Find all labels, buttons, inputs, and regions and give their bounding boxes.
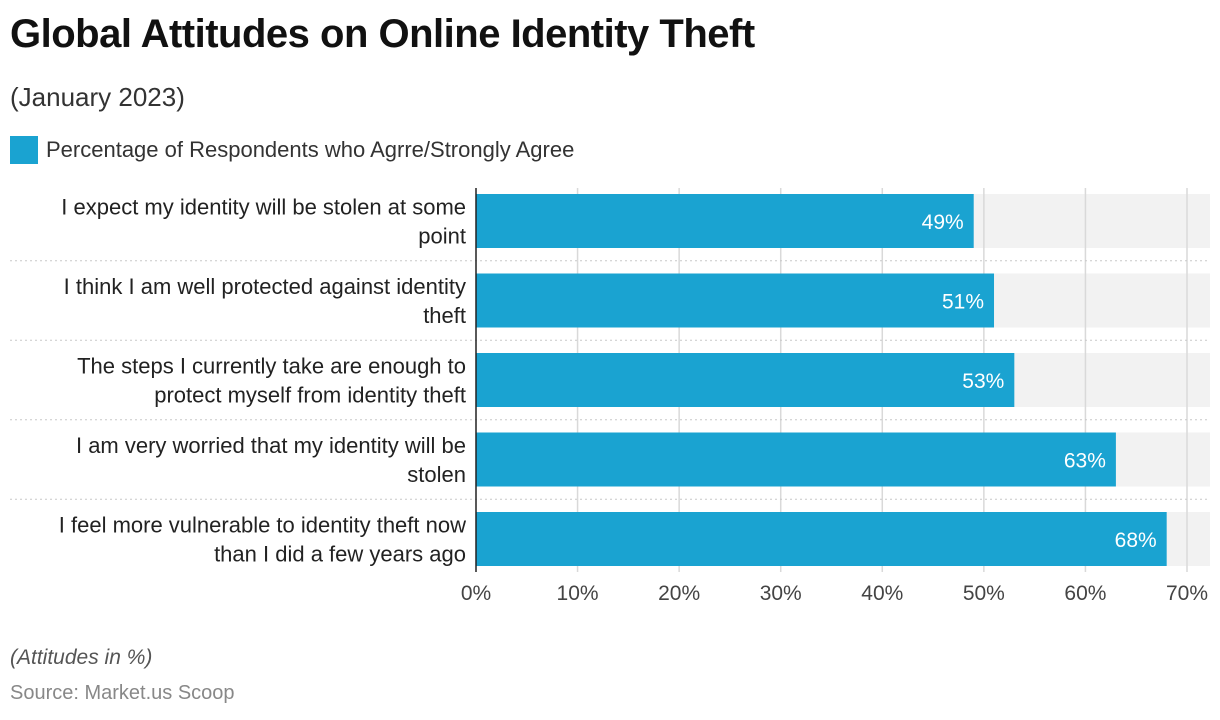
x-tick-label: 20% [658,582,700,605]
category-label: protect myself from identity theft [154,383,466,408]
source-note: Source: Market.us Scoop [10,682,235,704]
category-label: I expect my identity will be stolen at s… [61,195,466,220]
bar [476,353,1015,407]
category-label: stolen [407,462,466,487]
category-label: I think I am well protected against iden… [64,274,466,299]
footnote: (Attitudes in %) [10,646,153,669]
bar-value-label: 49% [922,211,964,234]
legend-label: Percentage of Respondents who Agrre/Stro… [46,137,575,162]
category-label: I am very worried that my identity will … [76,433,466,458]
category-label: The steps I currently take are enough to [77,354,466,379]
bar-value-label: 68% [1115,529,1157,552]
category-label: theft [423,303,466,328]
category-label: than I did a few years ago [214,542,466,567]
x-tick-label: 10% [557,582,599,605]
x-tick-label: 30% [760,582,802,605]
bar-value-label: 63% [1064,450,1106,473]
bar-chart: 49% I expect my identity will be stolen a… [10,188,1210,605]
x-tick-label: 50% [963,582,1005,605]
category-label: I feel more vulnerable to identity theft… [59,513,466,538]
bar [476,512,1167,566]
x-tick-label: 60% [1064,582,1106,605]
category-label: point [418,224,466,249]
bar [476,432,1116,487]
bar-value-label: 51% [942,291,984,314]
bar-value-label: 53% [962,370,1004,393]
x-tick-label: 40% [861,582,903,605]
legend: Percentage of Respondents who Agrre/Stro… [10,136,574,164]
legend-swatch [10,136,38,164]
chart-title: Global Attitudes on Online Identity Thef… [10,12,755,56]
bar [476,194,974,248]
x-tick-label: 0% [461,582,491,605]
chart-subtitle: (January 2023) [10,82,185,112]
bar [476,273,995,328]
x-tick-label: 70% [1166,582,1208,605]
